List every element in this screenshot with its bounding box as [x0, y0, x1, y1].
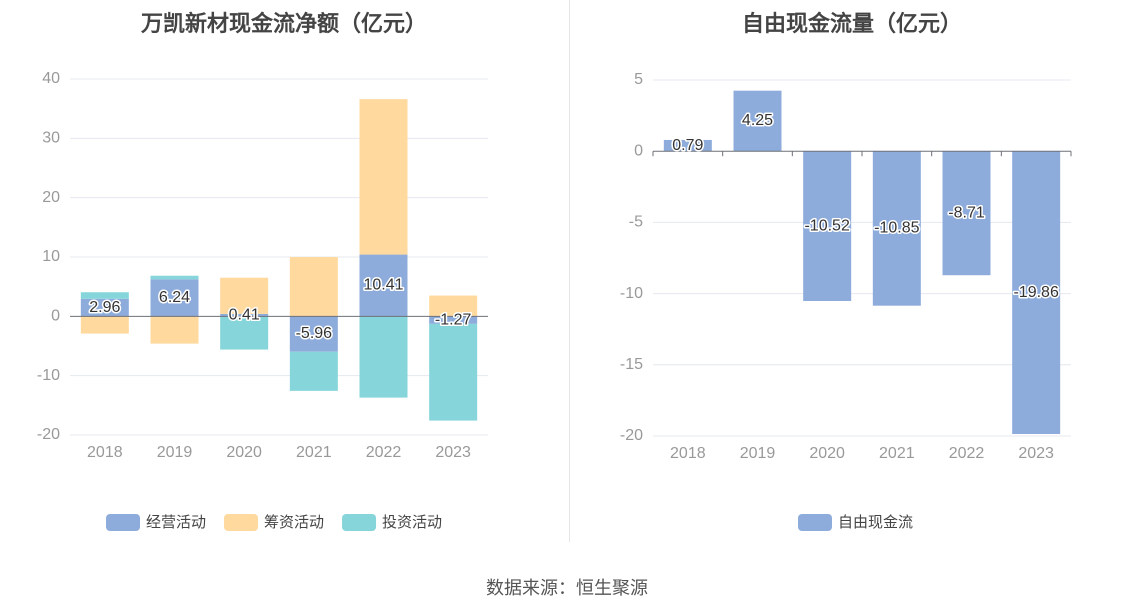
right-y-tick-label: -20 — [620, 427, 643, 444]
left-legend-label-1: 经营活动 — [146, 514, 206, 531]
right-legend-swatch-1 — [798, 514, 832, 531]
left-bar-2019-series-2 — [150, 316, 199, 344]
left-y-tick-label: 40 — [42, 70, 60, 87]
right-data-label: -10.52 — [804, 217, 849, 234]
left-bar-2021-series-3 — [289, 351, 338, 391]
left-y-tick-label: 0 — [51, 308, 60, 325]
right-x-tick-label: 2023 — [1018, 445, 1054, 462]
right-x-tick-label: 2020 — [809, 445, 845, 462]
chart-divider — [569, 0, 570, 542]
left-y-tick-label: -20 — [37, 426, 60, 443]
right-x-tick-label: 2018 — [670, 445, 706, 462]
right-x-tick-label: 2019 — [740, 445, 776, 462]
right-bar-2018-series-1 — [663, 139, 712, 152]
left-legend-label-2: 筹资活动 — [264, 514, 324, 531]
left-legend-label-3: 投资活动 — [382, 514, 442, 531]
left-bar-2022-series-3 — [359, 316, 408, 398]
right-x-tick-label: 2021 — [879, 445, 915, 462]
left-bar-2018-series-2 — [80, 316, 129, 334]
left-x-tick-label: 2022 — [366, 444, 402, 461]
left-legend-swatch-1 — [106, 514, 140, 531]
right-data-label: 4.25 — [742, 112, 773, 129]
left-y-tick-label: 20 — [42, 189, 60, 206]
left-bar-2020-series-2 — [220, 277, 269, 314]
left-data-label: 6.24 — [159, 289, 190, 306]
left-bar-2018-series-3 — [80, 292, 129, 299]
left-y-tick-label: -10 — [37, 367, 60, 384]
right-chart-title: 自由现金流量（亿元） — [741, 11, 962, 36]
left-y-tick-label: 30 — [42, 130, 60, 147]
right-y-tick-label: 0 — [634, 142, 643, 159]
left-chart-title: 万凯新材现金流净额（亿元） — [140, 11, 427, 36]
left-bar-2021-series-1 — [289, 316, 338, 352]
left-bar-2023-series-3 — [429, 323, 478, 421]
left-legend-swatch-3 — [342, 514, 377, 531]
left-data-label: 2.96 — [89, 299, 120, 316]
right-data-label: -8.71 — [948, 204, 985, 221]
right-data-label: -19.86 — [1013, 284, 1058, 301]
left-bar-2023-series-2 — [429, 295, 478, 317]
left-x-tick-label: 2020 — [226, 444, 262, 461]
right-y-tick-label: -15 — [620, 356, 643, 373]
left-x-tick-label: 2019 — [157, 444, 193, 461]
right-bar-2019-series-1 — [733, 90, 782, 152]
left-bar-2020-series-1 — [220, 313, 269, 317]
left-bar-2020-series-3 — [220, 316, 269, 350]
left-bar-2019-series-1 — [150, 279, 199, 317]
left-data-label: 0.41 — [229, 306, 260, 323]
right-bar-2022-series-1 — [942, 151, 991, 276]
right-y-tick-label: 5 — [634, 71, 643, 88]
left-y-tick-label: 10 — [42, 248, 60, 265]
left-bar-2018-series-1 — [80, 298, 129, 317]
left-bar-2022-series-1 — [359, 254, 408, 317]
left-x-tick-label: 2018 — [87, 444, 123, 461]
right-legend-label-1: 自由现金流 — [838, 514, 913, 531]
right-x-tick-label: 2022 — [949, 445, 985, 462]
right-bar-2021-series-1 — [872, 151, 921, 306]
left-x-tick-label: 2023 — [435, 444, 471, 461]
left-legend-swatch-2 — [224, 514, 259, 531]
right-bar-2023-series-1 — [1012, 151, 1061, 435]
data-source-label: 数据来源：恒生聚源 — [486, 578, 648, 598]
left-data-label: 10.41 — [363, 277, 403, 294]
left-bar-2023-series-1 — [429, 316, 478, 324]
left-data-label: -5.96 — [296, 325, 333, 342]
left-x-tick-label: 2021 — [296, 444, 332, 461]
right-y-tick-label: -5 — [629, 214, 643, 231]
left-bar-2019-series-3 — [150, 275, 199, 280]
right-y-tick-label: -10 — [620, 285, 643, 302]
right-bar-2020-series-1 — [803, 151, 852, 302]
left-bar-2021-series-2 — [289, 257, 338, 317]
right-data-label: 0.79 — [672, 137, 703, 154]
right-data-label: -10.85 — [874, 220, 919, 237]
left-data-label: -1.27 — [435, 311, 472, 328]
left-bar-2022-series-2 — [359, 99, 408, 255]
